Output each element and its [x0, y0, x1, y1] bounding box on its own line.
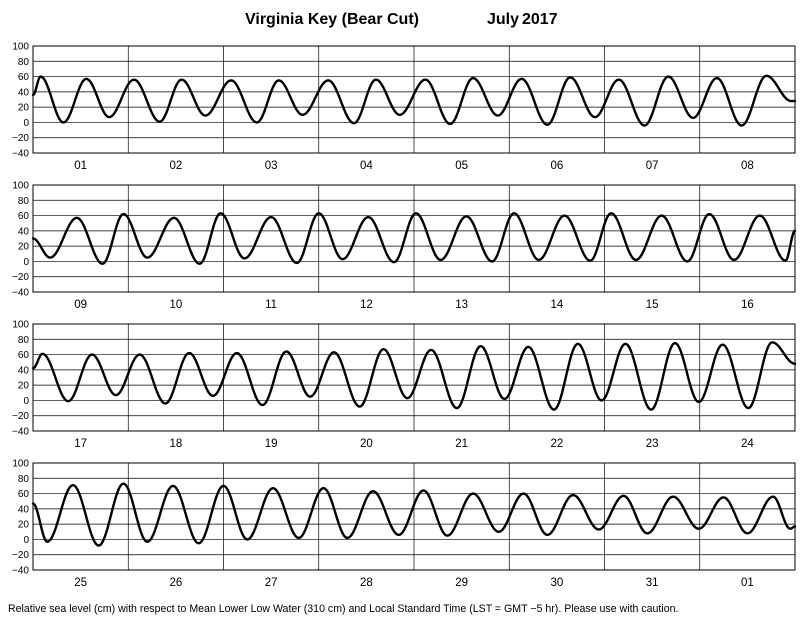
day-label: 14: [550, 299, 563, 311]
day-label: 22: [550, 438, 563, 450]
day-label: 02: [169, 160, 182, 172]
day-label: 11: [265, 299, 277, 311]
day-label: 25: [74, 577, 87, 589]
tide-series-line: [31, 74, 797, 127]
y-tick-label: −40: [12, 149, 29, 160]
day-label: 12: [360, 299, 373, 311]
panel-frame: [32, 323, 796, 432]
day-label: 08: [741, 160, 754, 172]
y-tick-label: 60: [18, 350, 30, 361]
day-label: 05: [455, 160, 468, 172]
chart-year: 2017: [522, 11, 558, 28]
y-tick-label: 0: [23, 396, 29, 407]
y-tick-label: 20: [18, 520, 30, 531]
day-label: 23: [646, 438, 659, 450]
y-tick-label: −20: [12, 272, 29, 283]
y-tick-label: 0: [23, 118, 29, 129]
y-tick-label: 100: [12, 181, 29, 192]
y-tick-label: 100: [12, 42, 29, 53]
day-label: 15: [646, 299, 659, 311]
tide-series-line: [31, 212, 797, 265]
y-tick-label: 100: [12, 459, 29, 470]
y-tick-label: −40: [12, 566, 29, 577]
chart-title: Virginia Key (Bear Cut): [245, 11, 419, 28]
day-label: 18: [169, 438, 182, 450]
y-tick-label: 20: [18, 242, 30, 253]
y-tick-label: −40: [12, 427, 29, 438]
day-label: 16: [741, 299, 754, 311]
day-label: 26: [169, 577, 182, 589]
y-tick-label: 80: [18, 57, 30, 68]
day-label: 03: [265, 160, 278, 172]
day-label: 01: [74, 160, 87, 172]
y-tick-label: 100: [12, 320, 29, 331]
chart-month: July: [487, 11, 519, 28]
day-label: 20: [360, 438, 373, 450]
footer-note: Relative sea level (cm) with respect to …: [8, 603, 678, 615]
y-tick-label: 40: [18, 504, 30, 515]
tide-series-line: [31, 482, 797, 547]
day-label: 30: [550, 577, 563, 589]
y-tick-label: 60: [18, 211, 30, 222]
y-tick-label: 40: [18, 87, 30, 98]
day-label: 07: [646, 160, 659, 172]
y-tick-label: 20: [18, 381, 30, 392]
y-tick-label: −20: [12, 133, 29, 144]
day-label: 09: [74, 299, 87, 311]
panel-2: −40 −20 0 20 40 60 80 100 09 10 11 12 13 14 15 16: [12, 181, 797, 311]
panel-frame: [32, 462, 796, 571]
y-tick-label: 80: [18, 474, 30, 485]
day-label: 28: [360, 577, 373, 589]
panel-1: −40 −20 0 20 40 60 80 100 01 02 03 04 05 06 07 08: [12, 42, 797, 172]
y-tick-label: 80: [18, 335, 30, 346]
y-tick-label: 60: [18, 72, 30, 83]
day-label: 17: [74, 438, 87, 450]
day-label: 29: [455, 577, 468, 589]
y-tick-label: −20: [12, 550, 29, 561]
y-tick-label: 0: [23, 257, 29, 268]
y-tick-label: −20: [12, 411, 29, 422]
day-label: 27: [265, 577, 278, 589]
tide-series-line: [31, 341, 797, 411]
day-label: 06: [550, 160, 563, 172]
day-label: 19: [265, 438, 278, 450]
y-tick-label: 60: [18, 489, 30, 500]
day-label: 13: [455, 299, 468, 311]
y-tick-label: 40: [18, 365, 30, 376]
y-tick-label: 80: [18, 196, 30, 207]
y-tick-label: 40: [18, 226, 30, 237]
panel-frame: [32, 45, 796, 154]
panel-3: −40 −20 0 20 40 60 80 100 17 18 19 20 21 22 23 24: [12, 320, 797, 450]
y-tick-label: −40: [12, 288, 29, 299]
day-label: 21: [455, 438, 468, 450]
y-tick-label: 0: [23, 535, 29, 546]
day-label: 24: [741, 438, 754, 450]
day-label: 10: [169, 299, 182, 311]
day-label: 31: [646, 577, 659, 589]
day-label: 04: [360, 160, 373, 172]
y-tick-label: 20: [18, 103, 30, 114]
panel-4: −40 −20 0 20 40 60 80 100 25 26 27 28 29 30 31 01: [12, 459, 797, 589]
day-label: 01: [741, 577, 754, 589]
